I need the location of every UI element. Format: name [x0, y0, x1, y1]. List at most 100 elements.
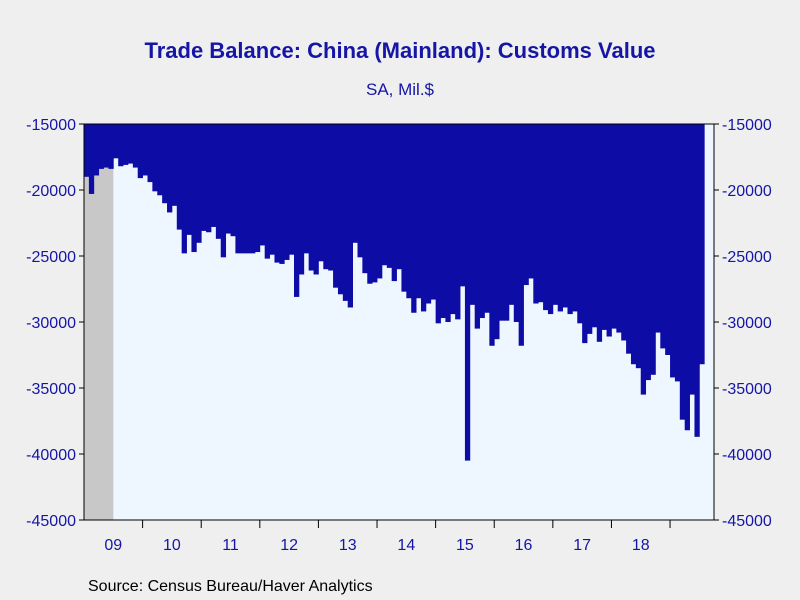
bar [147, 124, 153, 183]
bar [406, 124, 412, 299]
bar [176, 124, 183, 230]
bar [171, 124, 178, 206]
y-tick-label-left: -40000 [26, 447, 76, 464]
bar [318, 124, 324, 262]
bar [616, 124, 622, 333]
bar [386, 124, 393, 268]
y-tick-label-left: -35000 [26, 381, 76, 398]
bar [630, 124, 637, 365]
bar [587, 124, 593, 334]
bar [699, 124, 705, 365]
bar [513, 124, 520, 322]
bar [381, 124, 388, 266]
bar [679, 124, 686, 420]
bar [167, 124, 173, 213]
y-tick-label-right: -25000 [722, 249, 772, 266]
y-tick-label-right: -30000 [722, 315, 772, 332]
bar [533, 124, 539, 304]
bar [645, 124, 651, 381]
bar [137, 124, 143, 179]
y-tick-label-right: -20000 [722, 183, 772, 200]
bar [401, 124, 407, 292]
chart-title: Trade Balance: China (Mainland): Customs… [144, 38, 656, 63]
bar [396, 124, 402, 270]
y-tick-label-left: -30000 [26, 315, 76, 332]
bar [294, 124, 300, 297]
bar [372, 124, 378, 283]
bar [274, 124, 280, 263]
bar [245, 124, 251, 254]
bar [596, 124, 603, 342]
bar [264, 124, 270, 259]
bar [684, 124, 690, 431]
bar [508, 124, 515, 305]
bar [254, 124, 261, 253]
bar [181, 124, 187, 254]
bar [235, 124, 241, 254]
bar [152, 124, 158, 192]
bar [98, 124, 104, 169]
bar [489, 124, 495, 346]
bar [689, 124, 695, 395]
bar [611, 124, 617, 329]
bar [391, 124, 397, 282]
bar [518, 124, 524, 346]
bar [206, 124, 212, 233]
bar [474, 124, 480, 329]
bar [337, 124, 344, 295]
bar [284, 124, 290, 260]
bar [196, 124, 202, 243]
bar [186, 124, 192, 235]
bar [215, 124, 222, 239]
bar [640, 124, 647, 395]
bar [460, 124, 466, 287]
bar [191, 124, 197, 253]
bar [328, 124, 334, 271]
bar [445, 124, 451, 322]
bar [626, 124, 632, 354]
bar [494, 124, 500, 340]
y-tick-label-left: -45000 [26, 513, 76, 530]
bar [230, 124, 236, 237]
bar [562, 124, 568, 308]
bar [582, 124, 588, 344]
x-tick-label: 17 [573, 537, 591, 554]
bar [313, 124, 319, 275]
source-note: Source: Census Bureau/Haver Analytics [88, 578, 373, 595]
bar [660, 124, 666, 349]
bar [118, 124, 124, 167]
bar [547, 124, 554, 315]
bar [538, 124, 544, 303]
bar [543, 124, 549, 311]
bar [450, 124, 456, 315]
bar [435, 124, 441, 324]
bar [694, 124, 700, 437]
x-tick-label: 12 [280, 537, 298, 554]
bar [220, 124, 227, 258]
bar [674, 124, 681, 382]
bar [425, 124, 432, 304]
chart-subtitle: SA, Mil.$ [365, 80, 435, 99]
bar [504, 124, 510, 321]
y-tick-label-left: -15000 [26, 117, 76, 134]
bar [357, 124, 363, 258]
x-tick-label: 13 [339, 537, 357, 554]
bar [201, 124, 207, 231]
y-tick-label-left: -25000 [26, 249, 76, 266]
bar [464, 124, 471, 461]
bar [88, 124, 95, 194]
bar [279, 124, 285, 264]
bar [572, 124, 578, 312]
y-tick-label-right: -35000 [722, 381, 772, 398]
bar [113, 124, 119, 159]
x-tick-label: 16 [515, 537, 533, 554]
x-tick-label: 18 [632, 537, 650, 554]
bar [577, 124, 583, 324]
bar [333, 124, 339, 288]
bar [323, 124, 329, 270]
bar [240, 124, 246, 254]
bar [250, 124, 256, 254]
y-tick-label-left: -20000 [26, 183, 76, 200]
bar [157, 124, 163, 196]
y-tick-label-right: -45000 [722, 513, 772, 530]
